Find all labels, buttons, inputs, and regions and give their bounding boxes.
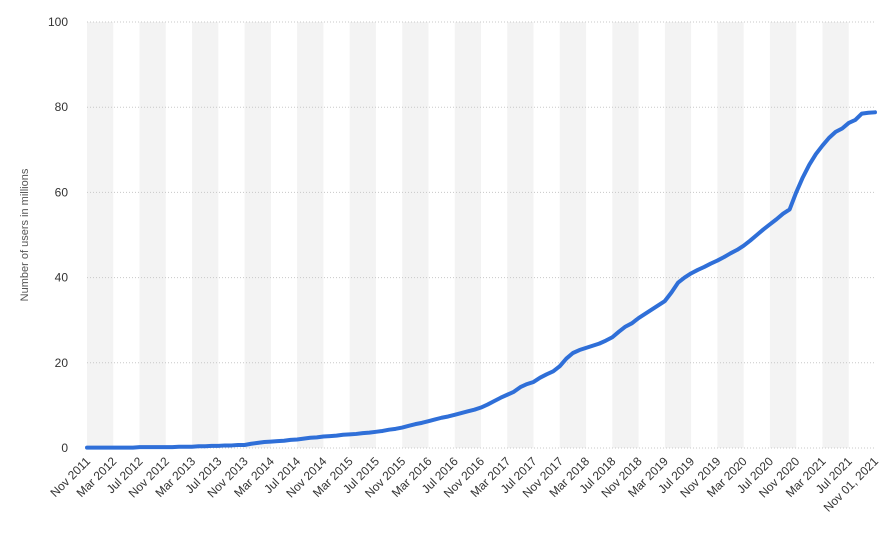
data-line <box>85 110 877 450</box>
background-stripes <box>87 22 849 448</box>
stripe <box>297 22 324 448</box>
stripe <box>822 22 849 448</box>
stripe <box>507 22 534 448</box>
stripe <box>244 22 271 448</box>
stripe <box>664 22 692 448</box>
y-tick-label: 100 <box>48 15 68 29</box>
stripe <box>402 22 429 448</box>
stripe <box>349 22 376 448</box>
y-tick-label: 80 <box>55 100 69 114</box>
stripe <box>612 22 639 448</box>
y-tick-label: 0 <box>61 441 68 455</box>
stripe <box>454 22 481 448</box>
stripe <box>192 22 219 448</box>
y-tick-label: 60 <box>55 185 69 199</box>
y-tick-label: 20 <box>55 356 69 370</box>
stripe <box>717 22 744 448</box>
stripe <box>559 22 587 448</box>
y-tick-label: 40 <box>55 271 69 285</box>
stripe <box>139 22 166 448</box>
stripe <box>87 22 114 448</box>
y-axis-label: Number of users in millions <box>19 168 31 301</box>
stripe <box>769 22 797 448</box>
